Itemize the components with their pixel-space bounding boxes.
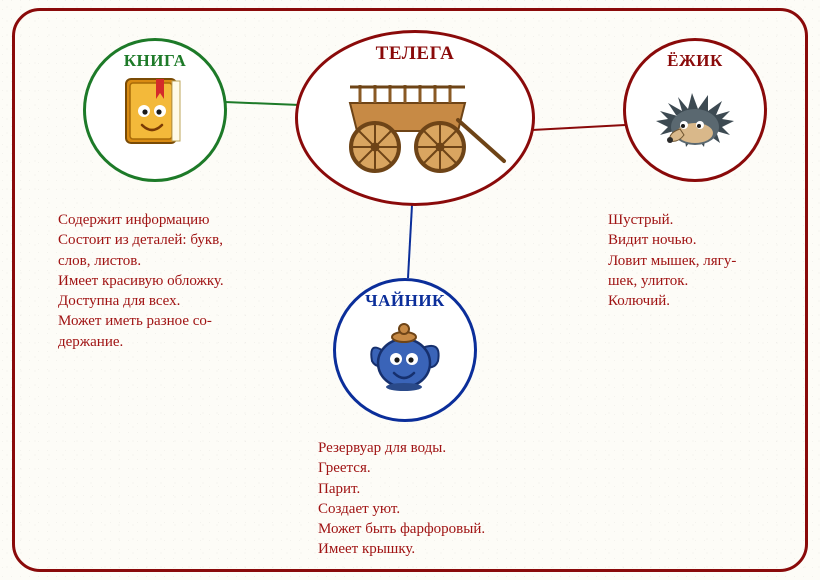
node-teapot-title: ЧАЙНИК	[365, 291, 445, 311]
book-icon	[120, 71, 190, 151]
node-cart-title: ТЕЛЕГА	[376, 43, 455, 65]
cart-icon	[320, 65, 510, 185]
teapot-icon	[360, 311, 450, 397]
node-teapot: ЧАЙНИК	[333, 278, 477, 422]
hedgehog-icon	[650, 71, 740, 151]
desc-teapot: Резервуар для воды. Греется. Парит. Созд…	[318, 438, 578, 560]
node-hedgehog-title: ЁЖИК	[667, 51, 723, 71]
desc-hedgehog: Шустрый. Видит ночью. Ловит мышек, лягу-…	[608, 210, 808, 311]
node-book-title: КНИГА	[124, 51, 187, 71]
node-hedgehog: ЁЖИК	[623, 38, 767, 182]
node-book: КНИГА	[83, 38, 227, 182]
node-cart: ТЕЛЕГА	[295, 30, 535, 206]
desc-book: Содержит информацию Состоит из деталей: …	[58, 210, 298, 352]
